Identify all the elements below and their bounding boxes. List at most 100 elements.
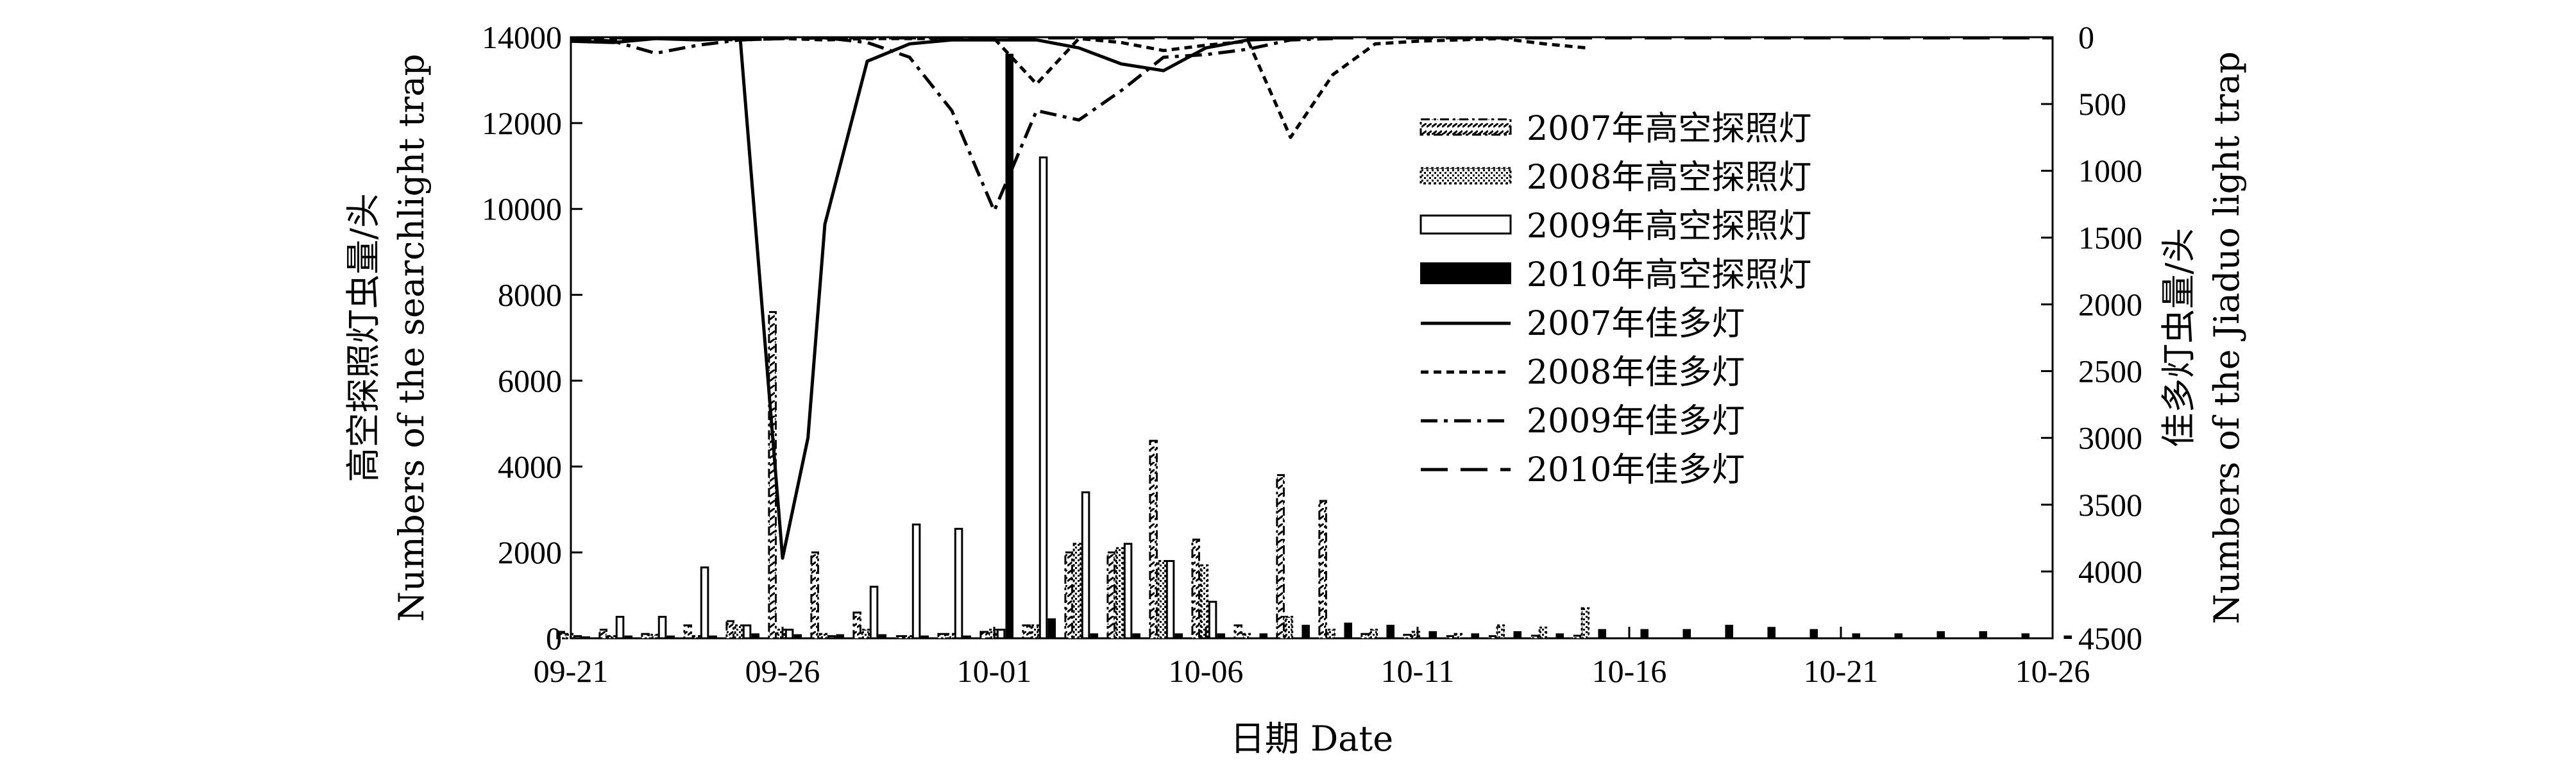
bar <box>996 629 1006 640</box>
bar <box>878 634 887 639</box>
x-tick-label: 09-26 <box>745 653 820 689</box>
legend-label: 2007年佳多灯 <box>1527 305 1745 343</box>
bar-series-1 <box>556 310 1581 640</box>
bar <box>683 624 692 640</box>
bar <box>1809 629 1818 639</box>
bar <box>1403 634 1412 640</box>
bar <box>768 310 777 640</box>
bar <box>861 629 870 640</box>
bar <box>1360 633 1369 640</box>
bar <box>598 629 607 640</box>
bar <box>1174 633 1183 639</box>
bar <box>1242 633 1251 640</box>
x-tick-label: 10-11 <box>1381 653 1455 689</box>
line-series-1 <box>570 37 1291 560</box>
legend-swatch <box>1419 118 1512 136</box>
bar <box>1598 629 1607 639</box>
bar <box>1979 631 1988 639</box>
y-left-title-en: Numbers of the searchlight trap <box>391 54 432 622</box>
legend-swatch <box>1419 167 1512 185</box>
legend-label: 2008年高空探照灯 <box>1527 158 1811 197</box>
bar <box>1005 53 1014 640</box>
bar <box>954 527 963 640</box>
y-right-tick-label: 0 <box>2078 19 2094 55</box>
bar <box>1894 633 1903 639</box>
lines-layer <box>570 36 2053 560</box>
bar <box>1217 633 1226 639</box>
bar <box>582 636 591 639</box>
bar <box>911 523 921 640</box>
bar <box>1640 629 1649 639</box>
bar-series-3 <box>573 156 1217 640</box>
bar <box>1115 547 1124 640</box>
bar <box>1149 439 1158 640</box>
bar <box>1064 551 1073 640</box>
line-series-3 <box>570 36 1334 213</box>
bar <box>1081 491 1090 640</box>
x-axis-title: 日期 Date <box>1230 718 1393 759</box>
bar <box>1208 600 1217 640</box>
legend-label: 2010年佳多灯 <box>1527 451 1745 489</box>
y-right-tick-label: 4500 <box>2078 620 2142 656</box>
bar <box>869 586 879 640</box>
bar <box>1157 560 1167 640</box>
legend-label: 2009年高空探照灯 <box>1527 207 1811 246</box>
bar <box>784 629 794 640</box>
y-right-tick-label: 2500 <box>2078 353 2142 389</box>
bar <box>700 566 709 640</box>
legend-label: 2008年佳多灯 <box>1527 353 1745 392</box>
y-left-tick-label: 6000 <box>498 362 562 398</box>
bar <box>1259 633 1268 639</box>
bar <box>920 635 929 639</box>
bar <box>1301 624 1310 640</box>
bar <box>836 634 845 639</box>
y-right-tick-label: 3000 <box>2078 420 2142 456</box>
plot-frame <box>570 36 2054 640</box>
y-left-tick-label: 14000 <box>482 19 562 55</box>
bar <box>615 616 625 640</box>
bar <box>895 635 904 640</box>
x-tick-label: 10-01 <box>957 653 1032 689</box>
legend: 2007年高空探照灯 2008年高空探照灯 2009年高空探照灯 2010年高空探照灯… <box>1419 110 1811 489</box>
bar <box>691 635 701 640</box>
bar <box>818 633 828 640</box>
y-left-tick-label: 2000 <box>498 534 562 570</box>
bar <box>1767 627 1776 640</box>
bar <box>1530 634 1539 640</box>
bar <box>1538 626 1548 640</box>
x-tick-label: 10-21 <box>1804 653 1879 689</box>
bar <box>641 633 650 640</box>
bar <box>607 635 616 640</box>
y-right-tick-label: 1500 <box>2078 219 2142 255</box>
bar <box>1165 560 1175 640</box>
bar <box>666 635 675 639</box>
bar-series-4 <box>582 53 2072 640</box>
y-right-tick-label: 500 <box>2078 86 2126 122</box>
y-left-tick-label: 4000 <box>498 448 562 484</box>
bar <box>852 611 861 640</box>
bar <box>556 631 565 640</box>
y-left-tick-label: 0 <box>546 620 562 656</box>
legend-swatch <box>1420 262 1511 284</box>
axis-titles: 日期 Date 高空探照灯虫量/头 Numbers of the searchl… <box>343 51 2247 759</box>
bar <box>1344 622 1353 640</box>
bar-series-2 <box>564 543 1590 640</box>
bar <box>903 635 913 640</box>
bar <box>1580 607 1590 640</box>
bar <box>751 633 760 639</box>
bar <box>827 635 836 640</box>
bar <box>734 624 743 640</box>
y-left-title-cn: 高空探照灯虫量/头 <box>343 193 384 482</box>
bar <box>657 616 667 640</box>
bar <box>649 634 659 640</box>
bar <box>1326 629 1336 640</box>
bar <box>1022 624 1031 640</box>
y-left-tick-label: 8000 <box>498 277 562 313</box>
bars-layer <box>556 53 2072 640</box>
bar <box>1555 633 1564 639</box>
bar <box>709 635 718 639</box>
bar <box>1030 624 1040 640</box>
bar <box>1284 616 1294 640</box>
axes-layer: 09-21 09-26 10-01 10-06 10-11 10-16 10-21 10-26… <box>482 19 2142 689</box>
y-right-title-en: Numbers of the Jiaduo light trap <box>2207 51 2247 624</box>
